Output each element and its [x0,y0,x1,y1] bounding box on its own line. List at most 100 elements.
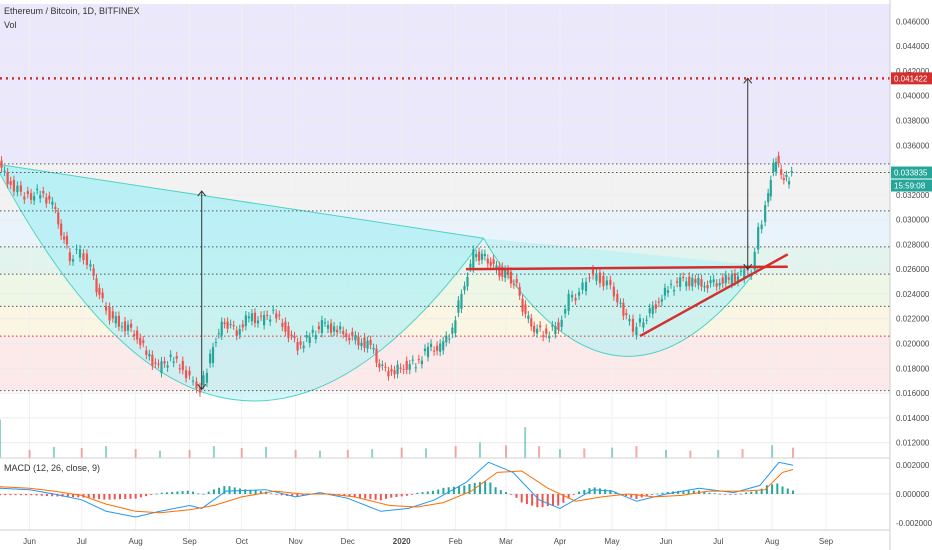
macd-histogram-bar [703,491,706,494]
price-axis-label: 0.018000 [896,364,930,373]
last-price-tag-text: 0.033835 [894,169,928,178]
volume-bar [505,445,508,458]
macd-histogram-bar [113,494,116,500]
candle-body [769,179,772,197]
candle-body [492,259,495,265]
macd-axis-label: 0.000000 [896,490,930,499]
macd-histogram-bar [124,494,127,500]
macd-histogram-bar [291,494,294,497]
macd-histogram-bar [118,494,121,500]
candle-body [78,249,82,258]
price-axis-label: 0.032000 [896,191,930,200]
macd-histogram-bar [270,493,273,495]
candle-body [272,309,275,311]
rising-trendline[interactable] [639,253,789,338]
volume-bar [212,446,215,458]
macd-histogram-bar [557,494,560,506]
candle-body [320,320,324,333]
candle-body [721,277,724,284]
candle-body [29,193,33,200]
macd-histogram-bar [212,489,215,494]
candle-body [780,169,783,175]
target-price-tag-text: 0.041422 [894,74,928,83]
macd-histogram-bar [781,486,784,494]
candle-body [567,293,570,311]
macd-histogram-bar [385,494,388,499]
arrow-tail [743,263,753,270]
candle-body [229,323,232,325]
macd-histogram-bar [598,488,601,494]
candle-body [588,277,591,279]
candle-body [619,302,622,304]
macd-histogram-bar [411,494,414,495]
macd-histogram-bar [155,493,158,495]
candle-body [577,292,581,296]
candle-body [469,263,472,268]
volume-bar [454,446,457,458]
macd-line[interactable] [0,461,794,518]
candle-body [68,252,71,261]
volume-bar [425,448,428,458]
macd-label[interactable]: MACD (12, 26, close, 9) [4,463,101,473]
candle-body [0,160,3,168]
candle-body [369,340,372,345]
time-axis-label: May [605,537,620,546]
candle-body [238,329,241,335]
candle-body [635,327,638,336]
candle-body [120,326,124,328]
price-axis-label: 0.036000 [896,141,930,150]
candle-body [584,281,588,292]
candle-body [486,258,489,264]
time-axis-label: Jul [77,537,87,546]
candle-body [402,368,405,370]
candle-body [666,290,670,293]
macd-histogram-bar [531,494,534,506]
price-axis-label: 0.040000 [896,92,930,101]
macd-histogram-bar [718,493,721,495]
candle-body [172,361,175,363]
macd-histogram-bar [390,494,393,498]
candle-body [679,277,682,287]
candle-body [609,279,612,285]
target-price-tag[interactable]: 0.041422 [891,72,932,85]
symbol-title[interactable]: Ethereum / Bitcoin, 1D, BITFINEX [4,6,140,16]
candle-body [706,284,709,289]
macd-histogram-bar [35,494,38,496]
candle-body [92,268,95,276]
support-line[interactable] [466,265,788,271]
candle-body [311,329,314,333]
signal-line[interactable] [0,469,794,514]
volume-bar [346,449,349,458]
candle-body [302,345,305,349]
candle-body [772,162,775,172]
candle-body [363,337,366,348]
macd-histogram-bar [160,492,163,494]
candle-body [631,318,635,332]
volume-bar [558,449,561,458]
price-axis-label: 0.046000 [896,17,930,26]
macd-histogram-bar [609,490,612,494]
volume-bar [105,446,108,458]
candle-body [71,259,75,262]
candle-body [591,269,595,276]
last-price-tag[interactable]: 0.033835 [891,166,932,179]
candle-body [308,336,311,344]
macd-histogram-bar [197,493,200,495]
candle-body [648,308,651,314]
candle-body [54,206,57,209]
candle-body [712,279,715,283]
candle-body [23,196,26,200]
macd-histogram-bar [494,487,497,494]
candle-body [709,280,712,284]
candle-body [126,324,130,331]
macd-histogram-bar [369,494,372,500]
candle-body [354,335,357,341]
volume-bar [665,449,668,458]
candle-body [39,195,42,199]
candle-body [266,314,269,316]
candle-body [16,185,19,193]
macd-histogram-bar [358,494,361,498]
candle-body [676,281,679,283]
